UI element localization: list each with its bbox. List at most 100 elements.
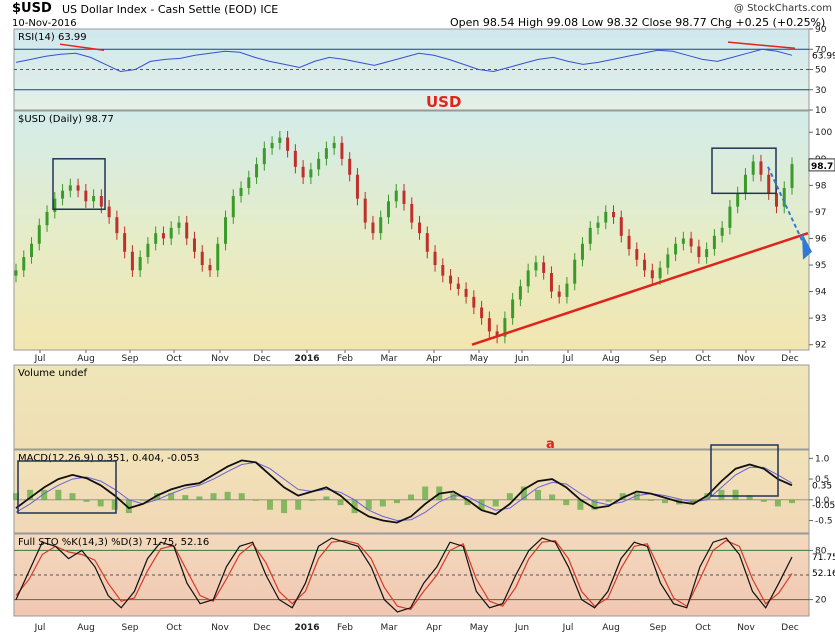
macd-histogram-bar <box>619 493 626 500</box>
price-candle-body <box>604 211 608 223</box>
price-candle-body <box>534 262 538 271</box>
bottom-x-label: Dec <box>253 623 270 633</box>
macd-histogram-bar <box>577 499 584 510</box>
bottom-x-label: Mar <box>381 623 398 633</box>
bottom-x-label: Apr <box>426 623 442 633</box>
price-y-tick-label: 94 <box>815 288 827 298</box>
price-candle-body <box>743 174 747 194</box>
price-candle-body <box>557 291 561 297</box>
macd-histogram-bar <box>789 499 795 504</box>
price-candle-body <box>138 257 142 271</box>
macd-histogram-bar <box>210 493 217 500</box>
price-candle-body <box>666 254 670 268</box>
price-x-label: Sep <box>122 354 139 364</box>
price-candle-body <box>526 270 530 287</box>
price-candle-body <box>216 243 220 271</box>
bottom-x-label: Nov <box>211 623 229 633</box>
macd-histogram-bar <box>295 499 302 510</box>
price-y-tick-label: 100 <box>815 128 832 138</box>
price-x-label: Aug <box>77 354 95 364</box>
price-highlight-box-left <box>52 158 106 211</box>
price-candle-body <box>76 185 80 191</box>
macd-histogram-bar <box>591 499 598 510</box>
price-x-label: Mar <box>381 354 398 364</box>
price-candle-body <box>224 217 228 244</box>
price-candle-body <box>619 217 623 236</box>
price-candle-body <box>689 238 693 247</box>
price-candle-body <box>503 318 507 337</box>
macd-histogram-bar <box>365 499 372 510</box>
macd-histogram-bar <box>662 499 669 504</box>
sto-title: Full STO %K(14,3) %D(3) 71.75, 52.16 <box>18 537 209 548</box>
price-candle-body <box>363 198 367 223</box>
price-panel <box>13 110 810 351</box>
volume-panel <box>13 364 810 450</box>
volume-title: Volume undef <box>18 368 88 379</box>
macd-histogram-bar <box>351 499 358 514</box>
price-candle-body <box>247 177 251 189</box>
price-candle-body <box>518 286 522 300</box>
macd-signal-current-label: -0.05 <box>812 501 835 511</box>
price-candle-body <box>712 235 716 250</box>
sto-y-tick-label: 20 <box>815 596 827 606</box>
ohlc-readout: Open 98.54 High 99.08 Low 98.32 Close 98… <box>450 16 826 29</box>
macd-y-tick-label: 1.0 <box>815 454 830 464</box>
bottom-x-label: Sep <box>650 623 667 633</box>
macd-histogram-bar <box>266 499 273 510</box>
price-candle-body <box>154 233 158 244</box>
price-candle-body <box>580 243 584 260</box>
price-candle-body <box>130 251 134 271</box>
macd-title: MACD(12,26,9) 0.351, 0.404, -0.053 <box>18 453 199 464</box>
price-candle-body <box>286 137 290 151</box>
price-candle-body <box>774 193 778 207</box>
price-x-label: Apr <box>426 354 442 364</box>
price-candle-body <box>433 251 437 266</box>
price-x-label: Oct <box>166 354 182 364</box>
macd-histogram-bar <box>55 489 62 500</box>
price-x-label: Aug <box>602 354 620 364</box>
price-candle-body <box>22 257 26 271</box>
price-x-label: Nov <box>737 354 755 364</box>
price-candle-body <box>123 233 127 252</box>
price-candle-body <box>736 193 740 207</box>
sto-y-tick-label: 80 <box>815 546 827 556</box>
macd-histogram-bar <box>139 499 146 501</box>
price-candle-body <box>278 137 282 143</box>
rsi-y-tick-label: 30 <box>815 86 827 96</box>
price-candle-body <box>262 148 266 165</box>
macd-histogram-bar <box>732 489 739 500</box>
macd-histogram-bar <box>168 493 175 500</box>
macd-histogram-bar <box>41 489 48 500</box>
price-candle-body <box>192 238 196 252</box>
macd-histogram-bar <box>774 499 781 507</box>
macd-highlight-box-left <box>17 460 117 514</box>
price-candle-body <box>767 174 771 194</box>
bottom-x-label: Jun <box>514 623 529 633</box>
macd-histogram-bar <box>238 493 245 500</box>
price-y-tick-label: 97 <box>815 208 826 218</box>
macd-current-label: 0.35 <box>812 481 832 491</box>
price-candle-body <box>464 288 468 297</box>
price-candle-body <box>782 188 786 207</box>
macd-histogram-bar <box>111 499 118 510</box>
price-candle-body <box>542 262 546 273</box>
price-candle-body <box>495 331 499 337</box>
price-candle-body <box>394 190 398 202</box>
sto-layer: 80 20 71.75 52.16 <box>14 537 835 613</box>
price-candle-body <box>84 190 88 202</box>
price-candle-body <box>185 222 189 239</box>
price-candle-body <box>169 227 173 239</box>
rsi-y-tick-label: 10 <box>815 106 827 116</box>
macd-histogram-bar <box>196 496 203 500</box>
macd-histogram-bar <box>605 499 612 502</box>
sto-k-line <box>15 537 793 613</box>
price-candle-body <box>324 148 328 159</box>
macd-histogram-bar <box>182 495 189 500</box>
rsi-divergence-line-left <box>59 43 105 52</box>
bottom-x-label: Dec <box>781 623 798 633</box>
price-trendline <box>471 231 809 346</box>
price-current-box <box>808 158 835 172</box>
price-candle-body <box>751 161 755 175</box>
macd-histogram-bar <box>563 499 570 506</box>
price-candle-body <box>255 164 259 178</box>
